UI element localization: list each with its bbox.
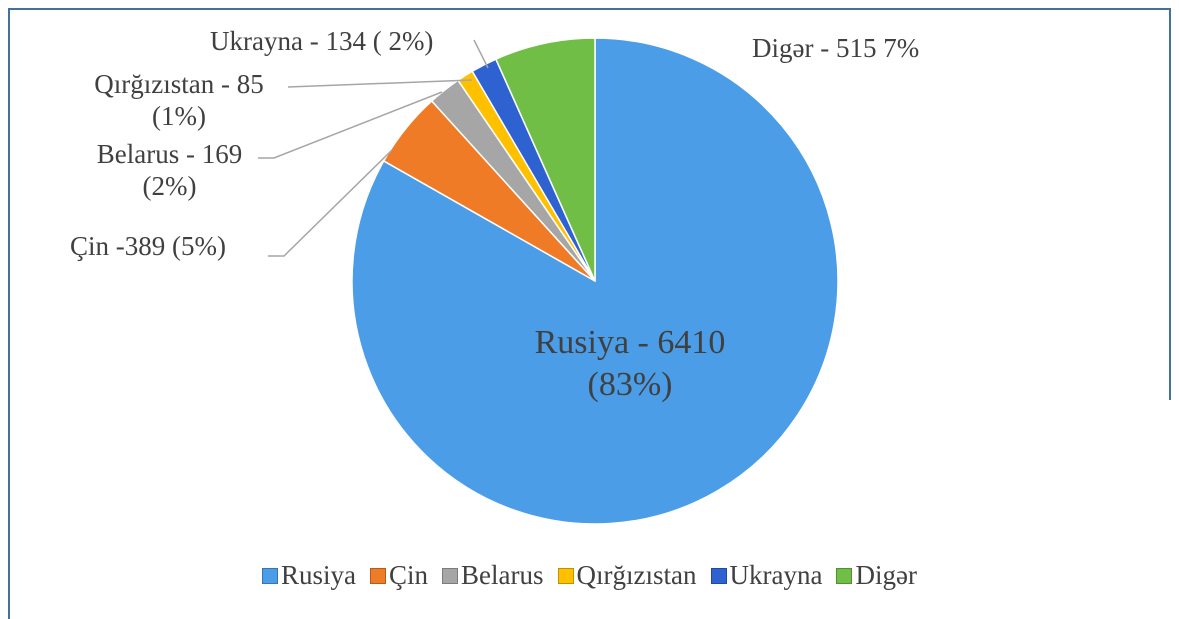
data-label: Ukrayna - 134 ( 2%) [210, 26, 434, 56]
frame [8, 8, 1171, 619]
legend-label: Çin [389, 560, 429, 590]
legend-swatch [262, 567, 279, 584]
pie-slice [494, 37, 596, 282]
legend-swatch [442, 567, 459, 584]
legend-item: Ukrayna [710, 560, 823, 591]
legend: Rusiya Çin Belarus Qırğızıstan Ukrayna Digər [0, 560, 1179, 591]
legend-label: Rusiya [281, 560, 357, 590]
legend-label: Qırğızıstan [576, 560, 697, 590]
legend-item: Qırğızıstan [557, 560, 697, 591]
data-label: Qırğızıstan - 85 (1%) [94, 69, 264, 131]
data-label: Çin -389 (5%) [70, 231, 226, 261]
legend-item: Belarus [442, 560, 544, 591]
legend-label: Ukrayna [729, 560, 823, 590]
legend-swatch [370, 567, 387, 584]
legend-item: Rusiya [262, 560, 356, 591]
legend-swatch [557, 567, 574, 584]
legend-item: Digər [836, 560, 917, 591]
legend-label: Digər [855, 560, 917, 590]
legend-swatch [836, 567, 853, 584]
legend-label: Belarus [461, 560, 544, 590]
data-label: Digər - 515 7% [752, 33, 920, 63]
legend-item: Çin [370, 560, 428, 591]
leader-lines [258, 39, 489, 257]
legend-swatch [710, 567, 727, 584]
data-label: Rusiya - 6410 (83%) [534, 324, 726, 403]
data-label: Belarus - 169 (2%) [96, 139, 243, 201]
